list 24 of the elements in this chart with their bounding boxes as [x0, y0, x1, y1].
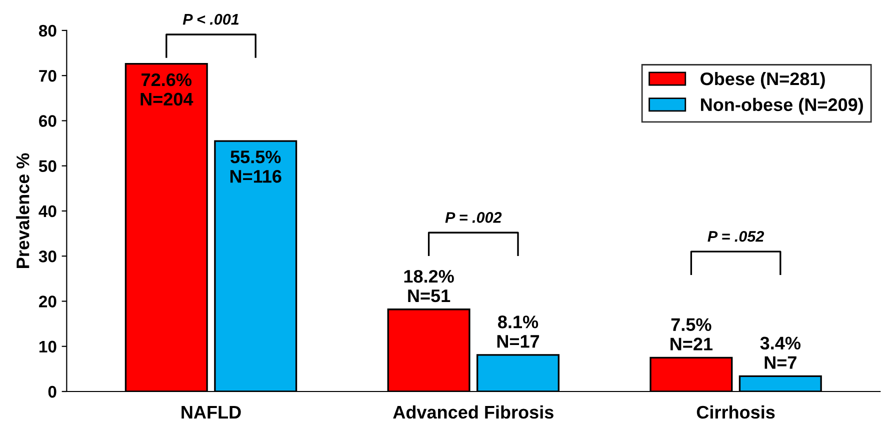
x-tick-label: NAFLD [182, 406, 241, 418]
annotation: P = .002 [445, 212, 502, 223]
annotation: P = .052 [708, 230, 764, 242]
y-tick-label: 30 [38, 250, 56, 262]
x-tick-label: Cirrhosis [696, 405, 775, 419]
y-tick-label: 60 [39, 115, 56, 127]
data-label: 8.1% N=17 [497, 316, 540, 348]
legend-label: Non-obese (N=209) [701, 98, 863, 115]
y-tick-label: 20 [38, 296, 56, 308]
y-tick-label: 0 [48, 386, 56, 398]
x-tick-label: Advanced Fibrosis [393, 405, 554, 419]
y-tick-label: 40 [38, 205, 56, 218]
data-label: 55.5% N=116 [230, 150, 282, 183]
legend-label: Obese (N=281) [700, 72, 825, 89]
y-tick-label: 50 [38, 160, 56, 172]
text: P < .001 [182, 14, 239, 25]
data-label: 18.2% N=51 [404, 270, 454, 302]
y-tick-label: 70 [39, 70, 56, 82]
data-label: 7.5% N=21 [670, 318, 713, 350]
data-label: 72.6% N=204 [140, 73, 194, 106]
y-tick-label: 80 [38, 24, 56, 37]
y-axis-title: Prevalence % [16, 153, 30, 268]
y-tick-label: 10 [39, 340, 56, 353]
data-label: 3.4% N=7 [760, 336, 800, 369]
